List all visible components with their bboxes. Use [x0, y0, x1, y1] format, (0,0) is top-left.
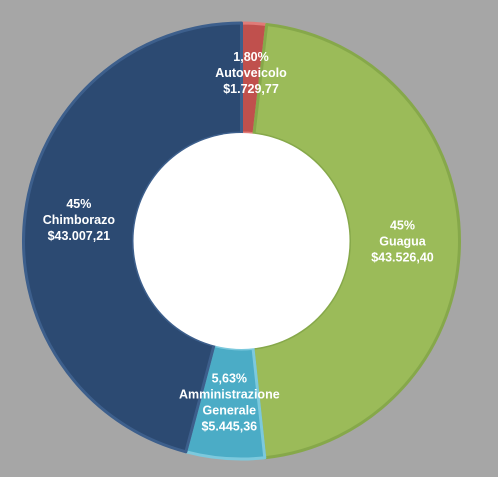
- data-label-category-chimborazo-1: Chimborazo: [43, 213, 116, 227]
- data-label-category-amministrazione-generale-2: Generale: [203, 404, 257, 418]
- data-label-category-autoveicolo-1: Autoveicolo: [215, 66, 287, 80]
- data-label-category-amministrazione-generale-1: Amministrazione: [179, 388, 280, 402]
- donut-hole: [133, 133, 350, 349]
- data-label-category-guagua-1: Guagua: [379, 235, 427, 249]
- data-label-guagua: 45% Guagua $43.526,40: [371, 219, 434, 265]
- data-label-value-chimborazo: $43.007,21: [48, 229, 111, 243]
- data-label-value-guagua: $43.526,40: [371, 251, 434, 265]
- data-label-value-amministrazione-generale: $5.445,36: [201, 420, 257, 434]
- data-labels-group: 1,80% Autoveicolo $1.729,77 45% Guagua $43.52…: [43, 50, 434, 434]
- data-label-percent-guagua: 45%: [390, 219, 415, 233]
- data-label-amministrazione-generale: 5,63% Amministrazione Generale $5.445,36: [179, 372, 280, 434]
- data-label-percent-amministrazione-generale: 5,63%: [212, 372, 247, 386]
- data-label-percent-autoveicolo: 1,80%: [233, 50, 268, 64]
- data-label-value-autoveicolo: $1.729,77: [223, 82, 279, 96]
- data-label-autoveicolo: 1,80% Autoveicolo $1.729,77: [215, 50, 287, 96]
- data-label-chimborazo: 45% Chimborazo $43.007,21: [43, 197, 116, 243]
- slices-group: [22, 21, 461, 461]
- data-label-percent-chimborazo: 45%: [66, 197, 91, 211]
